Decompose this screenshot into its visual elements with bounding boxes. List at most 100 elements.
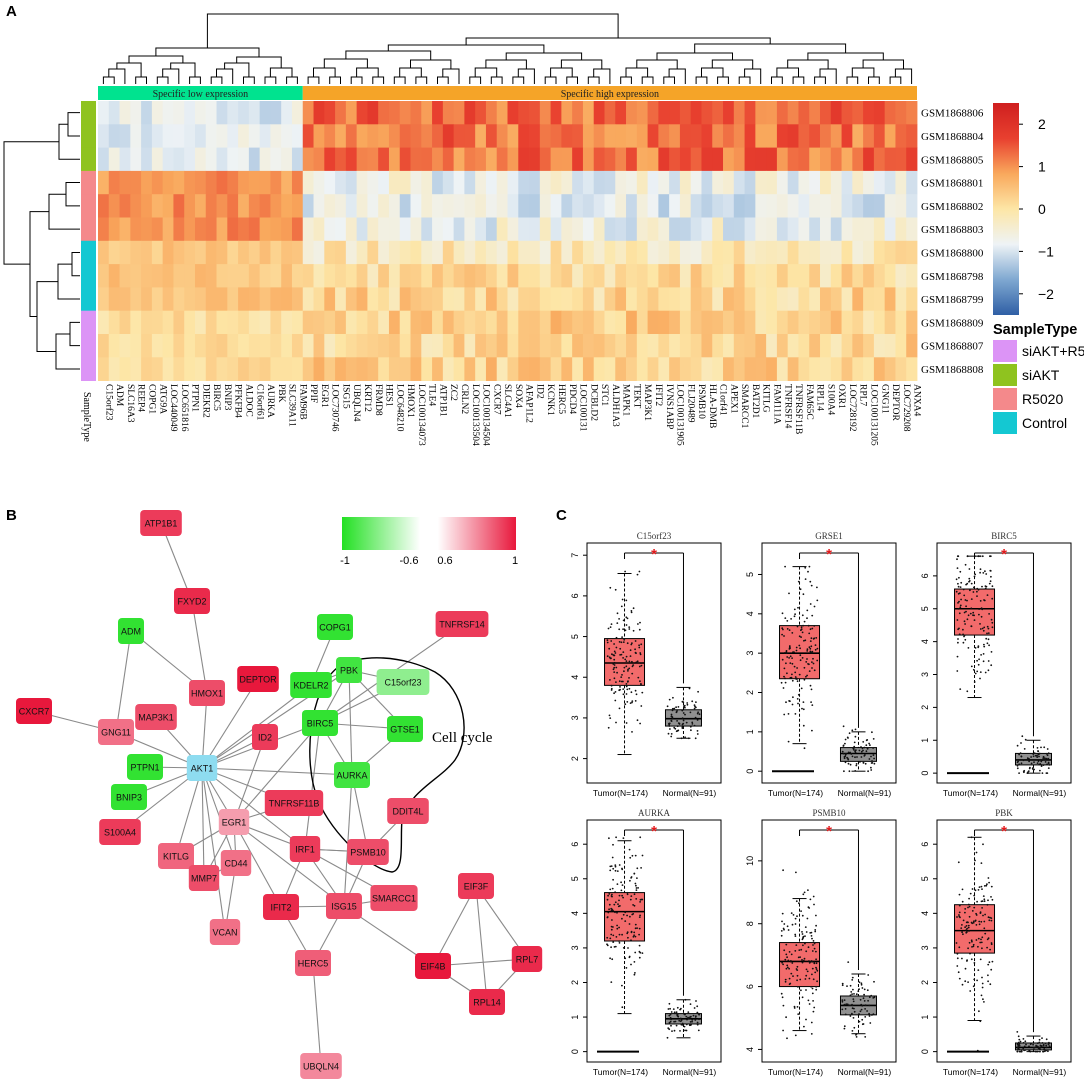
significance-star: * (651, 823, 657, 840)
heatmap-cell (863, 357, 875, 381)
data-point (847, 961, 850, 963)
data-point (961, 924, 963, 926)
data-point (630, 963, 632, 966)
data-point (607, 726, 610, 729)
heatmap-cell (388, 264, 401, 288)
dendrogram-branch (469, 76, 482, 84)
data-point (808, 670, 811, 672)
heatmap-cell (399, 287, 411, 312)
data-point (813, 947, 816, 950)
heatmap-cell (270, 334, 282, 358)
data-point (845, 1003, 848, 1006)
data-point (983, 900, 986, 903)
data-point (790, 953, 793, 956)
data-point (789, 662, 792, 664)
heatmap-cell (658, 334, 670, 358)
heatmap-cell (378, 217, 390, 242)
network-node (290, 672, 332, 698)
heatmap-cell (238, 240, 250, 265)
heatmap-cell (755, 101, 767, 125)
heatmap-cell (421, 194, 433, 218)
heatmap-cell (604, 170, 616, 195)
data-point (973, 894, 976, 897)
data-point (612, 878, 614, 881)
data-point (669, 1020, 672, 1023)
heatmap-cell (108, 310, 120, 335)
y-tick-label: 6 (570, 842, 580, 847)
heatmap-cell (345, 194, 358, 218)
column-label: LOC728192 (847, 384, 857, 432)
heatmap-cell (723, 217, 735, 242)
data-point (970, 939, 973, 942)
data-point (964, 638, 967, 641)
data-point (670, 713, 673, 716)
data-point (964, 563, 967, 566)
data-point (849, 994, 852, 997)
heatmap-cell (712, 334, 724, 358)
heatmap-cell (572, 287, 584, 312)
data-point (782, 869, 784, 872)
data-point (815, 637, 818, 639)
heatmap-cell (690, 170, 702, 195)
column-label: HERC5 (556, 384, 566, 414)
heatmap-cell (873, 170, 886, 195)
data-point (631, 701, 633, 704)
data-point (989, 983, 992, 986)
heatmap-cell (873, 334, 886, 358)
data-point (626, 701, 629, 703)
data-point (810, 1033, 813, 1035)
data-point (988, 919, 991, 922)
heatmap-cell (884, 240, 896, 265)
data-point (801, 631, 804, 634)
heatmap-cell (345, 334, 358, 358)
data-point (1024, 1049, 1026, 1051)
data-point (842, 725, 845, 728)
data-point (629, 856, 632, 859)
data-point (621, 917, 623, 920)
data-point (811, 987, 814, 990)
column-label: COPG1 (147, 384, 157, 414)
data-point (1042, 1043, 1045, 1046)
heatmap-cell (798, 287, 810, 312)
data-point (803, 891, 806, 894)
data-point (781, 658, 784, 661)
data-point (783, 675, 785, 678)
heatmap-cell (216, 101, 228, 125)
heatmap-cell (367, 147, 379, 172)
data-point (986, 625, 989, 628)
data-point (618, 894, 621, 897)
network-node (376, 669, 430, 695)
heatmap-cell (119, 334, 131, 358)
box (604, 892, 646, 942)
data-point (636, 867, 639, 870)
data-point (806, 917, 809, 920)
data-point (960, 581, 963, 584)
network-node (347, 839, 389, 865)
heatmap-cell (259, 170, 271, 195)
column-label: LOC648210 (394, 384, 404, 432)
heatmap-cell (496, 101, 508, 125)
heatmap-cell (895, 334, 907, 358)
data-point (872, 747, 874, 749)
data-point (610, 689, 613, 691)
x-tick-label: Normal(N=91) (1013, 788, 1067, 798)
data-point (870, 762, 873, 764)
data-point (796, 969, 799, 971)
heatmap-cell (669, 124, 681, 148)
heatmap-cell (259, 264, 271, 288)
heatmap-cell (615, 147, 627, 172)
heatmap-cell (841, 217, 853, 242)
data-point (682, 719, 685, 722)
heatmap-cell (701, 124, 713, 148)
data-point (965, 931, 968, 934)
heatmap-cell (194, 170, 207, 195)
dendrogram-branch (58, 123, 80, 160)
column-label: TNFRSF11B (793, 384, 803, 434)
data-point (622, 896, 624, 899)
data-point (984, 913, 986, 916)
data-point (1020, 742, 1022, 744)
heatmap-cell (884, 264, 896, 288)
data-point (810, 960, 813, 962)
data-point (968, 930, 970, 932)
data-point (667, 1027, 670, 1029)
